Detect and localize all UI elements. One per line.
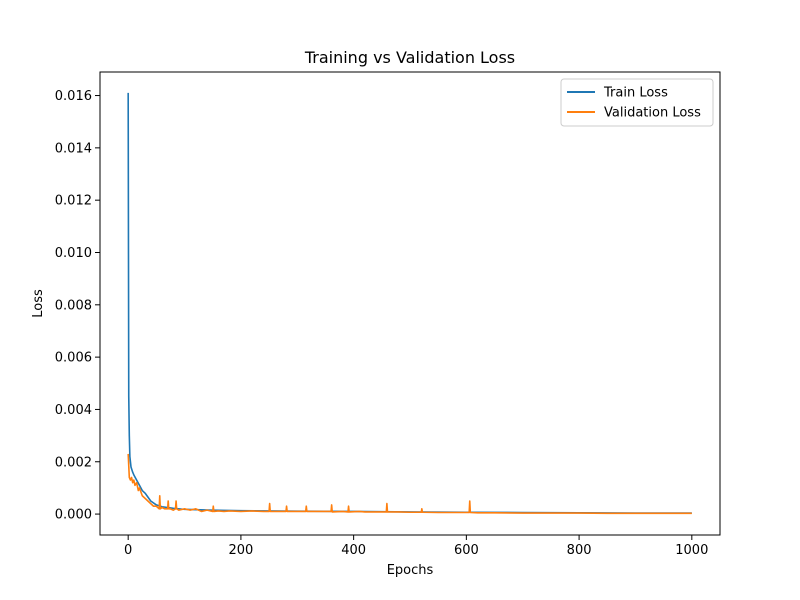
y-tick-label: 0.008	[55, 298, 92, 313]
series-line-train-loss	[127, 92, 692, 514]
y-tick-label: 0.014	[55, 141, 92, 156]
x-tick-label: 600	[454, 543, 479, 558]
y-tick-label: 0.016	[55, 89, 92, 104]
plot-area	[127, 92, 692, 515]
x-axis-label: Epochs	[387, 563, 434, 578]
axes-frame	[99, 71, 721, 536]
chart-title: Training vs Validation Loss	[304, 48, 515, 67]
y-tick-label: 0.006	[55, 351, 92, 366]
x-tick-label: 400	[341, 543, 366, 558]
legend: Train Loss Validation Loss	[560, 78, 714, 127]
x-tick-label: 200	[228, 543, 253, 558]
y-tick-label: 0.004	[55, 403, 92, 418]
series-line-validation-loss	[127, 453, 692, 515]
y-tick-label: 0.010	[55, 246, 92, 261]
x-tick-label: 1000	[675, 543, 708, 558]
axes: 0 200 400 600 800 1000 0.000 0.002 0.004 0.006 0.0…	[55, 71, 721, 558]
legend-entry: Validation Loss	[604, 106, 701, 121]
y-axis-label: Loss	[31, 289, 46, 318]
x-tick-label: 0	[124, 543, 132, 558]
legend-box	[560, 78, 714, 127]
y-tick-label: 0.000	[55, 508, 92, 523]
x-tick-label: 800	[567, 543, 592, 558]
legend-entry: Train Loss	[603, 86, 668, 101]
y-tick-label: 0.002	[55, 455, 92, 470]
y-tick-label: 0.012	[55, 194, 92, 209]
